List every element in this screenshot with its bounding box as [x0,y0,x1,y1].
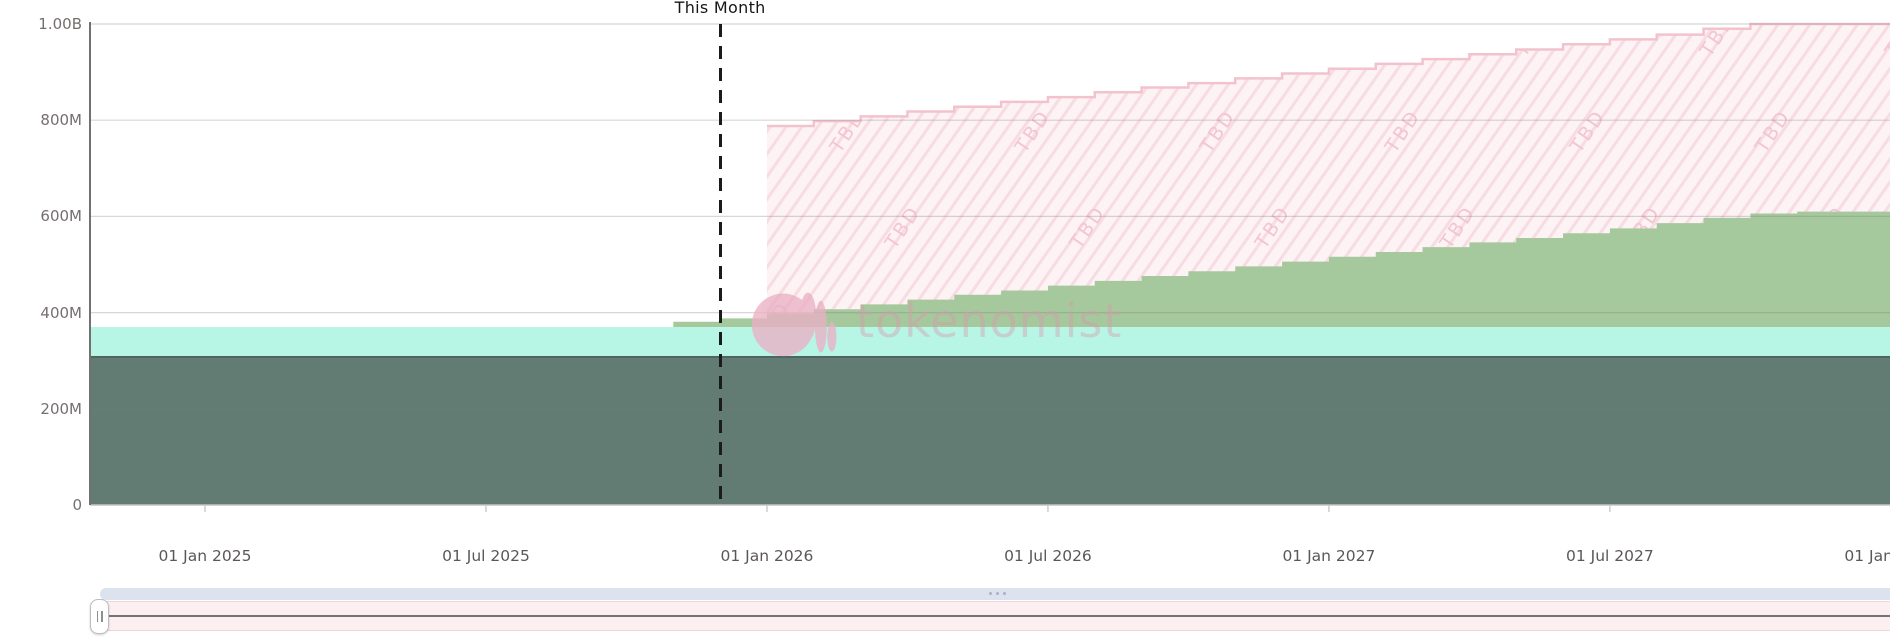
y-axis-tick-label: 1.00B [38,15,82,33]
x-axis-tick-label: 01 Jan 2027 [1282,547,1376,565]
navigator-track[interactable] [90,599,1890,634]
y-axis-tick-label: 0 [72,496,82,514]
y-axis-tick-label: 400M [40,303,82,322]
x-axis-tick-label: 01 Jan 2025 [158,547,252,565]
x-axis-tick-label: 01 Jul 2025 [442,547,530,565]
tbd-watermark-text: TBD [1325,10,1370,62]
y-axis-tick-label: 200M [40,399,82,418]
scrollbar-grip-dots [989,592,1006,595]
x-axis-tick-label: 01 Jul 2026 [1004,547,1092,565]
this-month-marker-line [718,24,722,505]
x-axis-tick-label: 01 Jan 2026 [720,547,814,565]
scrollbar-thumb[interactable] [100,588,1890,600]
tbd-watermark-text: TBD [585,10,630,62]
tbd-watermark-text: TBD [1140,10,1185,62]
y-axis-tick-label: 600M [40,207,82,226]
tbd-watermark-text: TBD [770,10,815,62]
tbd-watermark-text: TBD [955,10,1000,62]
tbd-watermark-text: TBD [640,106,685,158]
x-axis-tick-label: 01 Jan 2028 [1844,547,1890,565]
navigator-range-line [108,615,1890,617]
tbd-watermark-text: TBD [1880,10,1890,62]
navigator-left-handle[interactable] [90,599,109,634]
x-axis-tick-label: 01 Jul 2027 [1566,547,1654,565]
y-axis-tick-label: 800M [40,111,82,130]
this-month-label: This Month [674,0,766,17]
